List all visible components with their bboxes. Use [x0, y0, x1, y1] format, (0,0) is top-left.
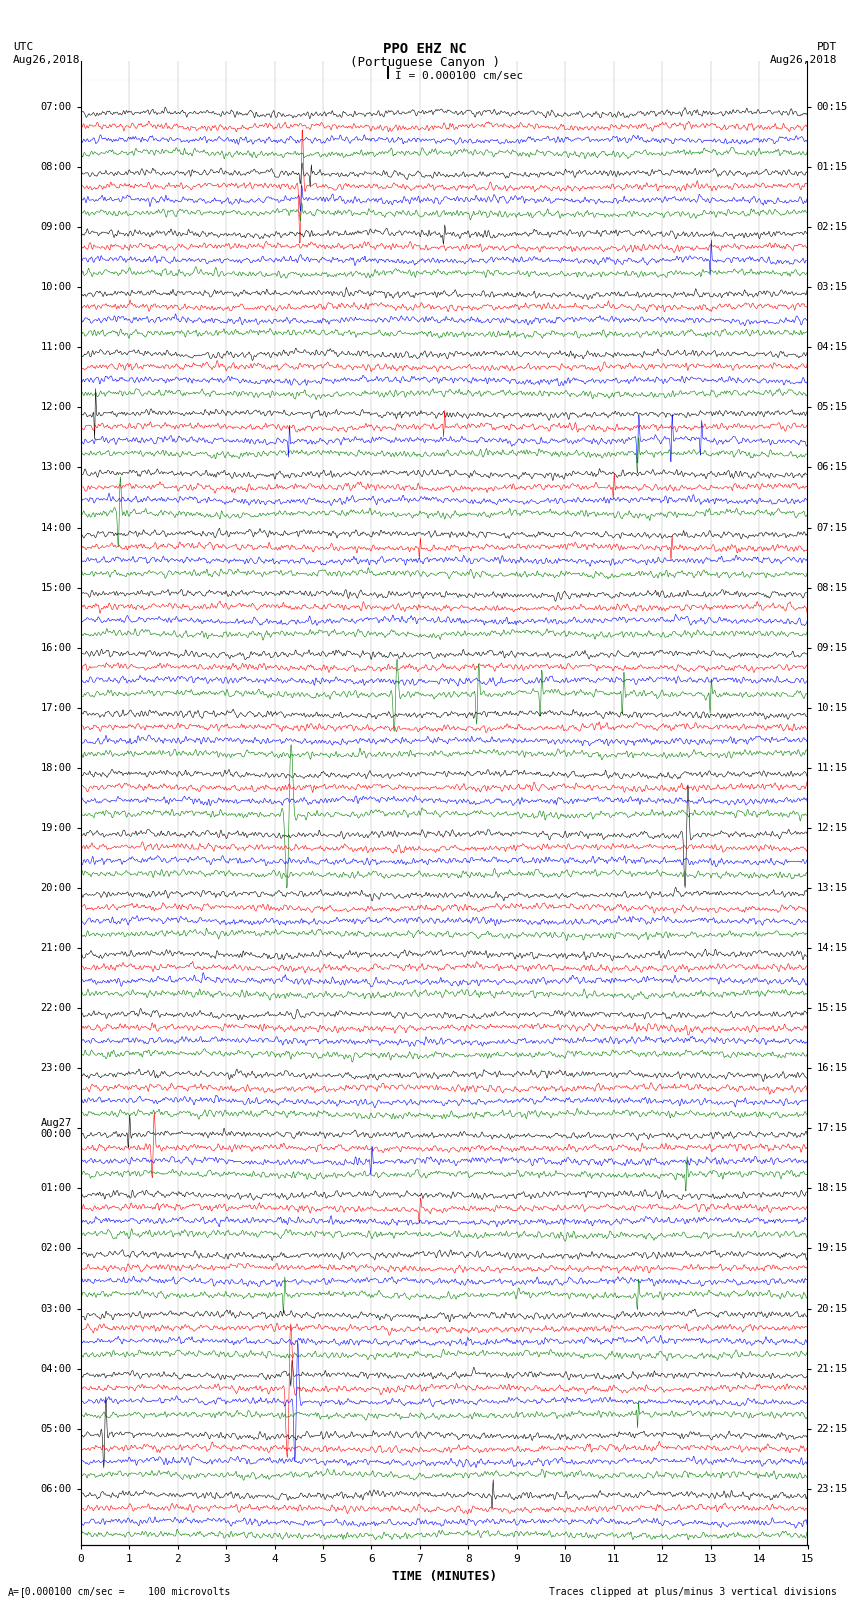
Text: PDT: PDT — [817, 42, 837, 52]
Text: Aug26,2018: Aug26,2018 — [770, 55, 837, 65]
Text: I = 0.000100 cm/sec: I = 0.000100 cm/sec — [395, 71, 524, 81]
Text: Traces clipped at plus/minus 3 vertical divisions: Traces clipped at plus/minus 3 vertical … — [549, 1587, 837, 1597]
Text: (Portuguese Canyon ): (Portuguese Canyon ) — [350, 56, 500, 69]
Text: PPO EHZ NC: PPO EHZ NC — [383, 42, 467, 56]
X-axis label: TIME (MINUTES): TIME (MINUTES) — [392, 1569, 496, 1582]
Text: A [: A [ — [8, 1587, 26, 1597]
Text: = 0.000100 cm/sec =    100 microvolts: = 0.000100 cm/sec = 100 microvolts — [13, 1587, 230, 1597]
Text: Aug26,2018: Aug26,2018 — [13, 55, 80, 65]
Text: UTC: UTC — [13, 42, 33, 52]
